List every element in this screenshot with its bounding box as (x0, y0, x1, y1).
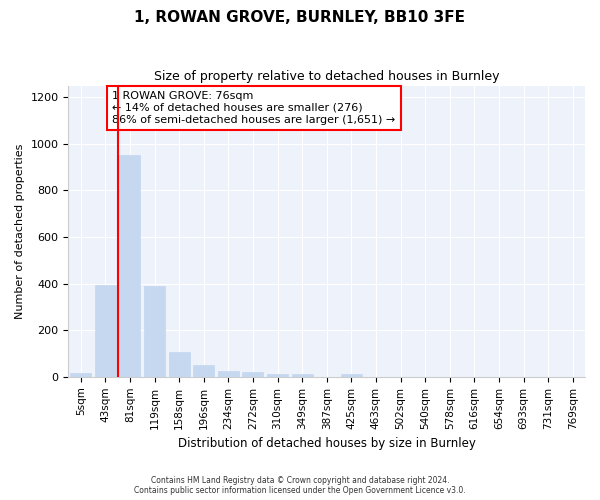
Bar (169, 352, 190, 377)
Bar (144, 286, 165, 377)
Y-axis label: Number of detached properties: Number of detached properties (15, 144, 25, 319)
Bar (341, 374, 362, 377)
Bar (119, 156, 140, 377)
Bar (193, 365, 214, 377)
Text: Contains HM Land Registry data © Crown copyright and database right 2024.
Contai: Contains HM Land Registry data © Crown c… (134, 476, 466, 495)
Bar (267, 374, 288, 377)
Bar (292, 374, 313, 377)
Text: 1 ROWAN GROVE: 76sqm
← 14% of detached houses are smaller (276)
86% of semi-deta: 1 ROWAN GROVE: 76sqm ← 14% of detached h… (112, 92, 395, 124)
Bar (95, 285, 116, 377)
Bar (242, 372, 263, 377)
Title: Size of property relative to detached houses in Burnley: Size of property relative to detached ho… (154, 70, 499, 83)
Text: 1, ROWAN GROVE, BURNLEY, BB10 3FE: 1, ROWAN GROVE, BURNLEY, BB10 3FE (134, 10, 466, 25)
X-axis label: Distribution of detached houses by size in Burnley: Distribution of detached houses by size … (178, 437, 476, 450)
Bar (218, 371, 239, 377)
Bar (70, 374, 91, 377)
